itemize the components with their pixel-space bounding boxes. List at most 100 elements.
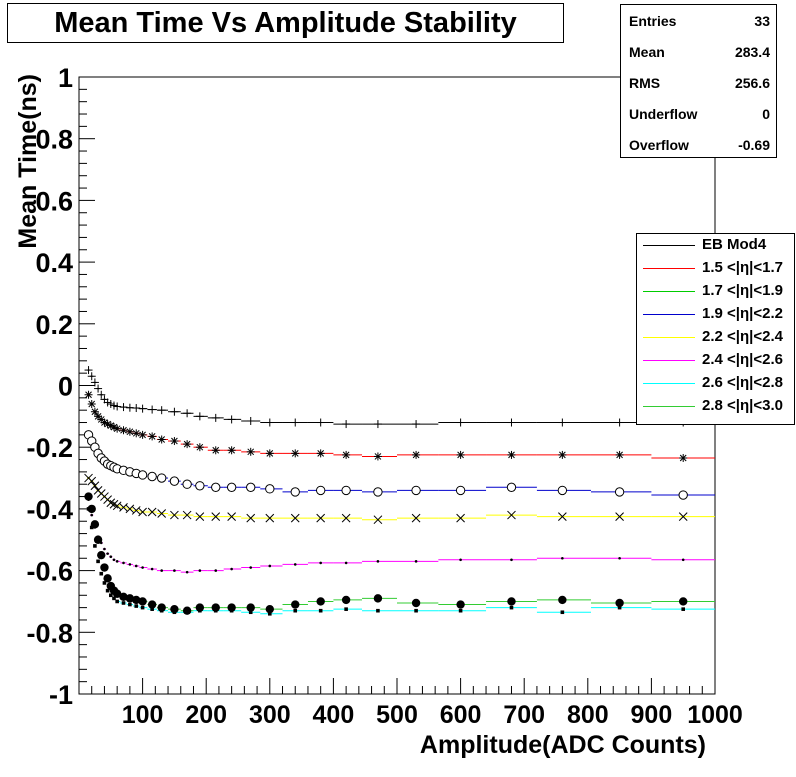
data-point xyxy=(125,427,134,436)
data-point xyxy=(185,570,189,574)
data-point xyxy=(342,420,351,429)
series xyxy=(86,507,715,616)
data-point xyxy=(138,507,147,517)
data-point xyxy=(268,564,272,568)
data-point xyxy=(119,403,128,412)
stat-label: Entries xyxy=(629,13,677,29)
data-point xyxy=(137,470,148,480)
data-point xyxy=(195,412,204,421)
data-point xyxy=(373,452,382,461)
legend-label: EB Mod4 xyxy=(702,236,767,253)
data-point xyxy=(412,420,421,429)
stat-value: 256.6 xyxy=(734,75,770,91)
data-point xyxy=(89,525,94,530)
data-point xyxy=(558,450,567,459)
data-point xyxy=(456,513,465,523)
data-point xyxy=(211,413,220,422)
data-point xyxy=(615,512,624,521)
data-point xyxy=(195,603,205,612)
data-point xyxy=(90,481,100,491)
stat-label: Mean xyxy=(629,44,665,60)
data-point xyxy=(87,504,96,514)
series-layer xyxy=(83,366,715,616)
y-tick-label: 0.4 xyxy=(35,248,73,278)
x-tick-label: 100 xyxy=(122,701,164,729)
data-point xyxy=(615,418,624,427)
data-point xyxy=(97,390,106,399)
data-point xyxy=(169,476,180,486)
data-point xyxy=(227,512,236,521)
data-point xyxy=(87,400,96,409)
data-point xyxy=(561,556,564,560)
data-point xyxy=(341,485,351,496)
data-point xyxy=(291,449,300,458)
data-point xyxy=(412,450,421,459)
legend-swatch xyxy=(643,360,695,361)
data-point xyxy=(376,608,380,613)
stat-value: 0 xyxy=(762,106,770,122)
data-point xyxy=(265,449,274,458)
data-point xyxy=(147,507,157,517)
data-point xyxy=(182,479,192,489)
data-point xyxy=(195,481,205,491)
data-point xyxy=(103,574,112,583)
x-tick-label: 900 xyxy=(631,701,673,729)
data-point xyxy=(90,407,99,416)
data-point xyxy=(249,566,253,569)
data-point xyxy=(87,372,96,381)
data-point xyxy=(195,512,205,521)
data-point xyxy=(157,406,166,415)
data-point xyxy=(112,558,116,562)
data-point xyxy=(293,608,298,613)
y-tick-label: 0.6 xyxy=(35,186,73,216)
legend-entry: 2.4 <|η|<2.6 xyxy=(637,349,794,372)
data-point xyxy=(558,512,567,521)
data-point xyxy=(414,608,418,613)
data-point xyxy=(132,595,141,605)
data-point xyxy=(160,569,163,572)
y-tick-label: 0.2 xyxy=(35,310,73,340)
x-tick-label: 500 xyxy=(376,701,418,729)
data-point xyxy=(170,510,179,520)
data-point xyxy=(112,596,116,601)
y-tick-label: 0.8 xyxy=(35,125,73,155)
x-tick-label: 700 xyxy=(503,701,545,729)
data-point xyxy=(558,418,567,427)
series xyxy=(86,498,715,574)
data-point xyxy=(373,420,382,429)
data-point xyxy=(376,560,380,563)
data-point xyxy=(112,589,122,598)
data-point xyxy=(507,418,516,427)
data-point xyxy=(132,404,141,413)
x-tick-label: 300 xyxy=(249,701,291,729)
x-tick-label: 600 xyxy=(440,701,482,729)
y-tick-label: -1 xyxy=(49,680,73,710)
data-point xyxy=(455,485,466,496)
data-point xyxy=(138,404,147,413)
data-point xyxy=(456,418,465,427)
data-point xyxy=(268,611,272,616)
data-point xyxy=(557,485,568,496)
y-tick-label: 1 xyxy=(58,63,73,93)
data-point xyxy=(115,560,119,563)
data-point xyxy=(456,450,465,459)
y-tick-label: -0.4 xyxy=(26,495,73,525)
legend-entry: 1.7 <|η|<1.9 xyxy=(637,280,794,303)
data-point xyxy=(211,446,220,455)
y-tick-label: 0 xyxy=(58,372,73,402)
data-point xyxy=(265,418,274,427)
legend-entry: EB Mod4 xyxy=(637,234,794,257)
data-point xyxy=(102,581,107,585)
data-point xyxy=(678,490,688,500)
data-point xyxy=(115,599,119,604)
plot-frame xyxy=(78,76,716,695)
legend-entry: 2.8 <|η|<3.0 xyxy=(637,395,794,418)
data-point xyxy=(226,482,237,493)
stat-row-entries: Entries 33 xyxy=(621,5,776,35)
data-point xyxy=(679,597,688,606)
data-point xyxy=(150,567,154,571)
data-point xyxy=(157,603,166,612)
data-point xyxy=(316,418,325,427)
